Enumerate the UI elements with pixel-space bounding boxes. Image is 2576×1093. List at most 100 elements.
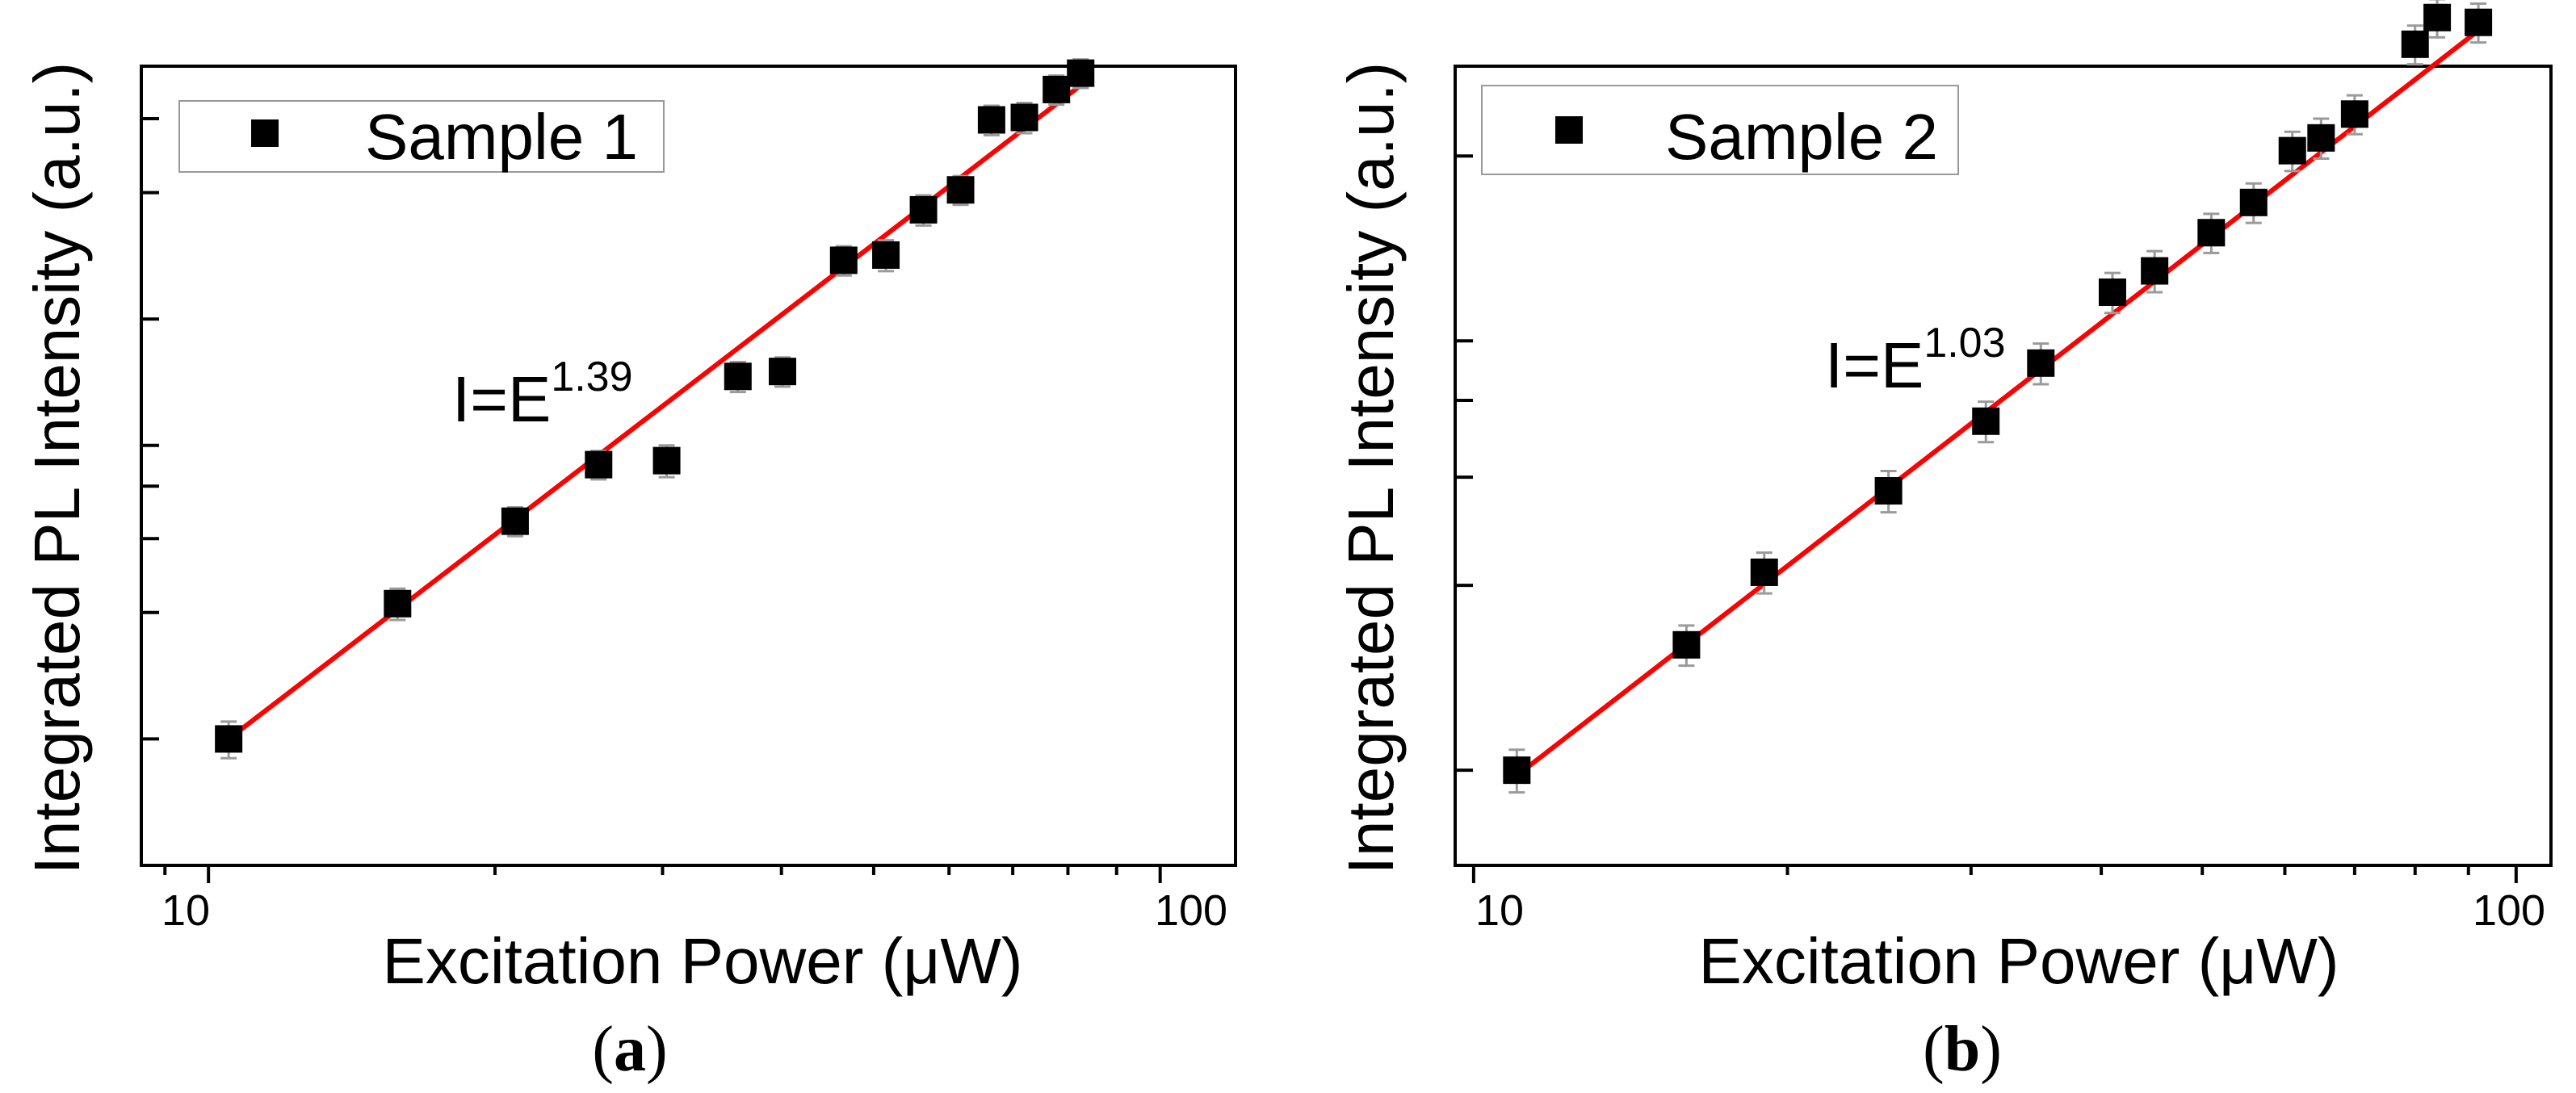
data-point: [1972, 400, 2000, 444]
data-point: [1067, 58, 1095, 90]
panel-a-y-axis-title: Integrated PL Intensity (a.u.): [21, 62, 93, 874]
square-marker: [2239, 188, 2268, 216]
panel-a-legend-box: [178, 100, 665, 173]
data-point: [977, 104, 1005, 136]
data-point: [2340, 94, 2368, 136]
square-marker: [724, 362, 752, 391]
panel-a-legend-label: Sample 1: [365, 101, 638, 173]
panel-b-fit-equation: I=E1.03: [1825, 320, 2006, 401]
panel-b-x-axis-title: Excitation Power (μW): [1699, 925, 2339, 997]
panel-b-data-points: [1503, 0, 2493, 794]
data-point: [1503, 748, 1531, 794]
panel-b-fit-equation-exponent: 1.03: [1924, 320, 2005, 366]
panel-b-legend-label: Sample 2: [1665, 101, 1938, 173]
panel-a-plot-frame: [140, 65, 1237, 867]
panel-a-label-letter: a: [614, 1014, 646, 1085]
data-point: [2307, 117, 2335, 161]
data-point: [1010, 102, 1038, 135]
data-point: [1750, 551, 1778, 595]
panel-a-fit-line: [227, 83, 1083, 741]
data-point: [215, 720, 243, 760]
data-point: [2027, 342, 2055, 386]
data-point: [2098, 271, 2126, 315]
panel-a-chart: 10 100 Sample 1 I=E1.39 Integrated PL In…: [21, 58, 1237, 1085]
square-marker: [946, 176, 975, 204]
data-point: [909, 194, 938, 227]
data-point: [501, 506, 529, 538]
panel-a-label: (a): [592, 1014, 667, 1085]
data-point: [2465, 2, 2493, 44]
square-marker: [501, 507, 529, 535]
panel-b-x-tick-label: 10: [1475, 886, 1524, 935]
data-point: [2239, 182, 2268, 224]
panel-b-plot-frame: [1454, 65, 2553, 867]
panel-b-y-axis-title: Integrated PL Intensity (a.u.): [1335, 62, 1407, 874]
square-marker: [2027, 349, 2055, 377]
square-marker: [585, 450, 613, 479]
square-marker: [1010, 103, 1038, 132]
panel-a-legend-marker: [251, 119, 279, 147]
square-marker: [652, 446, 681, 475]
data-point: [2141, 249, 2169, 294]
data-point: [724, 360, 752, 394]
square-marker: [1874, 477, 1903, 505]
square-marker: [2141, 257, 2169, 285]
square-marker: [1067, 59, 1095, 87]
square-marker: [1972, 407, 2000, 435]
square-marker: [384, 589, 412, 618]
data-point: [585, 450, 613, 481]
data-point: [829, 245, 858, 277]
panel-b-legend: Sample 2: [1481, 85, 1959, 175]
square-marker: [1672, 630, 1701, 659]
data-point: [1043, 74, 1071, 107]
data-point: [2278, 130, 2306, 173]
square-marker: [2197, 219, 2226, 247]
data-point: [946, 174, 975, 207]
panel-a-fit-equation: I=E1.39: [452, 354, 633, 435]
panel-a-x-tick-label: 10: [162, 886, 210, 935]
panel-a-y-ticks: [141, 116, 159, 741]
panel-b-label: (b): [1923, 1014, 2002, 1085]
panel-a-x-tick-label: 100: [1155, 886, 1227, 935]
panel-b-x-ticks: 10 100: [1471, 865, 2545, 935]
panel-a-data-points: [215, 58, 1095, 760]
square-marker: [977, 106, 1005, 134]
panel-b-label-letter: b: [1945, 1014, 1981, 1085]
data-point: [1672, 624, 1701, 668]
square-marker: [1043, 75, 1071, 103]
square-marker: [1750, 558, 1778, 586]
panel-a-fit-equation-base: I=E: [452, 363, 551, 435]
square-marker: [215, 725, 243, 753]
square-marker: [2307, 124, 2335, 152]
fit-line: [227, 83, 1083, 741]
panel-b-y-ticks: [1455, 154, 1473, 773]
square-marker: [2465, 8, 2493, 36]
panel-a-x-axis-title: Excitation Power (μW): [383, 925, 1023, 997]
panel-a-legend: Sample 1: [178, 100, 665, 173]
square-marker: [829, 246, 858, 274]
data-point: [652, 444, 681, 479]
square-marker: [1503, 756, 1531, 785]
panel-b-chart: 10 100 Sample 2 I=E1.03 Integrated PL In…: [1335, 0, 2553, 1085]
data-point: [2197, 212, 2226, 254]
data-point: [2423, 0, 2452, 39]
square-marker: [2423, 3, 2452, 31]
data-point: [1874, 469, 1903, 514]
square-marker: [2098, 278, 2126, 307]
data-point: [2401, 24, 2429, 66]
square-marker: [2401, 30, 2429, 58]
data-point: [872, 239, 900, 273]
square-marker: [872, 241, 900, 269]
panel-a-fit-equation-exponent: 1.39: [551, 354, 632, 400]
panel-b-x-tick-label: 100: [2473, 886, 2545, 935]
data-point: [384, 587, 412, 622]
square-marker: [768, 358, 796, 386]
square-marker: [2340, 100, 2368, 128]
panel-a-x-ticks: 10 100: [162, 865, 1227, 935]
panel-b-legend-marker: [1555, 116, 1583, 144]
square-marker: [909, 195, 938, 224]
data-point: [768, 356, 796, 388]
square-marker: [2278, 136, 2306, 165]
panel-b-fit-equation-base: I=E: [1825, 329, 1924, 401]
